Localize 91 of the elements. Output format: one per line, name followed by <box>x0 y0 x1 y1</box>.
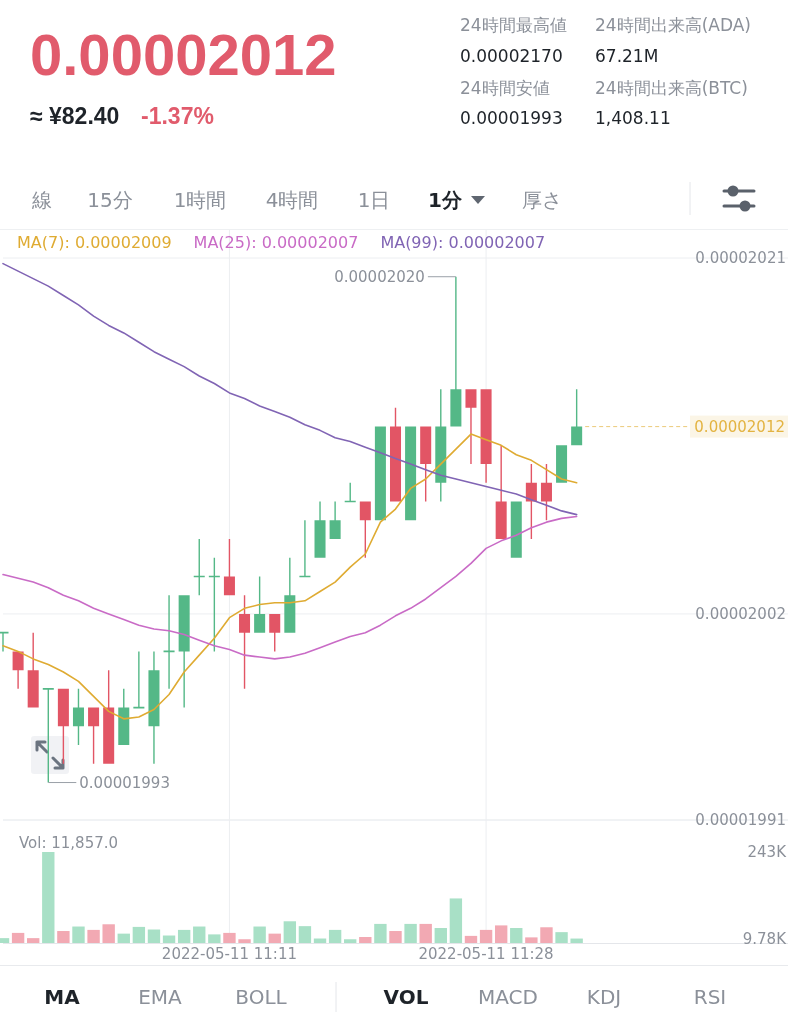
chart-title: Vol: 11,857.0 <box>19 834 119 852</box>
text: 1,408.11 <box>595 108 671 128</box>
bar <box>464 935 478 943</box>
bar <box>42 852 55 943</box>
x-tick-label: 2022-05-11 11:28 <box>418 945 554 963</box>
bar <box>147 929 161 943</box>
text: MA(25): 0.00002007 <box>193 233 359 253</box>
candlestick <box>450 276 462 427</box>
bar <box>449 898 463 943</box>
y-tick-label: 0.00002021 <box>695 249 786 267</box>
text: MA(7): 0.00002009 <box>17 233 172 253</box>
bar <box>57 931 70 943</box>
line-series <box>2 262 578 516</box>
bar <box>253 926 266 943</box>
bar <box>27 938 40 943</box>
bar <box>359 937 372 943</box>
text: VOL <box>383 985 429 1009</box>
y-tick-label: 9.78K <box>742 930 788 949</box>
text: 1時間 <box>173 188 227 212</box>
bar <box>479 929 493 943</box>
bar <box>223 932 236 943</box>
bar <box>193 926 206 943</box>
bar <box>298 926 312 943</box>
bar <box>72 926 85 943</box>
bar <box>238 939 251 943</box>
candlestick <box>465 389 477 465</box>
text: 0.00001993 <box>460 108 563 128</box>
candlestick <box>178 595 190 708</box>
bar <box>510 928 523 943</box>
y-tick-label: 243K <box>747 843 788 861</box>
text: 24時間安値 <box>460 78 550 98</box>
bar <box>11 932 25 943</box>
candlestick <box>27 632 39 708</box>
bar <box>525 937 538 943</box>
bar <box>268 933 281 943</box>
text: 線 <box>31 188 52 212</box>
text: 0.00002170 <box>460 46 563 66</box>
text: MA(99): 0.00002007 <box>380 233 546 253</box>
bar <box>208 934 221 943</box>
text: 67.21M <box>595 46 659 66</box>
text: 24時間出来高(BTC) <box>595 78 748 98</box>
bar <box>344 939 357 943</box>
bar <box>87 929 100 943</box>
bar <box>117 933 130 943</box>
candlestick <box>329 501 341 539</box>
text: 1日 <box>357 188 391 212</box>
bar <box>419 923 432 943</box>
bar <box>102 924 115 943</box>
line-series <box>2 515 578 660</box>
bar <box>328 929 342 943</box>
bar <box>162 935 176 943</box>
candlestick <box>495 445 507 539</box>
candlestick <box>284 557 296 633</box>
text: 15分 <box>87 188 133 212</box>
text: 4時間 <box>265 188 319 212</box>
text: 24時間最高値 <box>460 15 567 35</box>
text: MA <box>44 985 81 1009</box>
candlestick <box>314 501 326 558</box>
text: ≈ ¥82.40 <box>30 103 120 129</box>
y-tick-label: 0.00001991 <box>695 811 786 829</box>
bar <box>555 932 568 943</box>
candlestick <box>133 651 145 709</box>
bar <box>374 923 387 943</box>
bar <box>177 929 191 943</box>
text: 24時間出来高(ADA) <box>595 15 751 35</box>
line-series <box>2 433 578 720</box>
annotation: 0.00002020 <box>334 267 425 286</box>
candlestick <box>12 651 24 689</box>
bar <box>283 921 297 943</box>
text: 1分 <box>428 188 463 212</box>
text: BOLL <box>235 985 288 1009</box>
bar <box>132 926 146 943</box>
annotation: 0.00001993 <box>79 773 170 792</box>
text: 厚さ <box>522 188 562 212</box>
candlestick <box>163 595 175 689</box>
candlestick <box>299 520 311 578</box>
bar <box>404 923 417 943</box>
text: -1.37% <box>141 103 214 129</box>
candlestick <box>148 651 160 764</box>
y-tick-label: 0.00002002 <box>695 604 786 623</box>
bar <box>434 928 447 943</box>
text: 0.00002012 <box>30 22 337 87</box>
text: EMA <box>138 985 183 1009</box>
bar <box>389 931 402 943</box>
bar <box>570 938 583 943</box>
bar <box>540 927 553 943</box>
text: KDJ <box>586 985 622 1009</box>
bar <box>494 925 508 943</box>
x-tick-label: 2022-05-11 11:11 <box>161 945 298 963</box>
text: RSI <box>693 985 727 1009</box>
text: MACD <box>478 985 538 1009</box>
